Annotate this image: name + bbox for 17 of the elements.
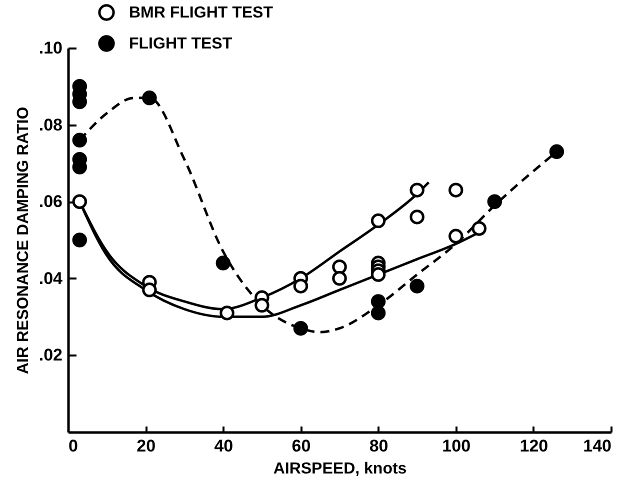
x-tick-label: 40: [214, 436, 234, 456]
y-tick-label: .06: [38, 192, 62, 212]
x-tick-label: 0: [68, 436, 78, 456]
x-axis-title: AIRSPEED, knots: [273, 460, 407, 478]
x-tick-label: 20: [136, 436, 156, 456]
y-tick-label: .08: [38, 115, 62, 134]
x-tick-label: 140: [583, 436, 612, 456]
y-tick-label: .02: [38, 346, 62, 365]
y-tick-label: .04: [38, 268, 64, 288]
legend-label: FLIGHT TEST: [129, 36, 232, 52]
x-tick-label: 120: [520, 436, 548, 456]
x-tick-label: 60: [292, 436, 311, 456]
x-tick-label: 100: [442, 436, 471, 456]
y-axis-title: AIR RESONANCE DAMPING RATIO: [14, 106, 32, 374]
x-tick-label: 80: [369, 436, 388, 456]
legend-label: BMR FLIGHT TEST: [129, 4, 274, 22]
y-tick-label: .10: [38, 38, 62, 58]
